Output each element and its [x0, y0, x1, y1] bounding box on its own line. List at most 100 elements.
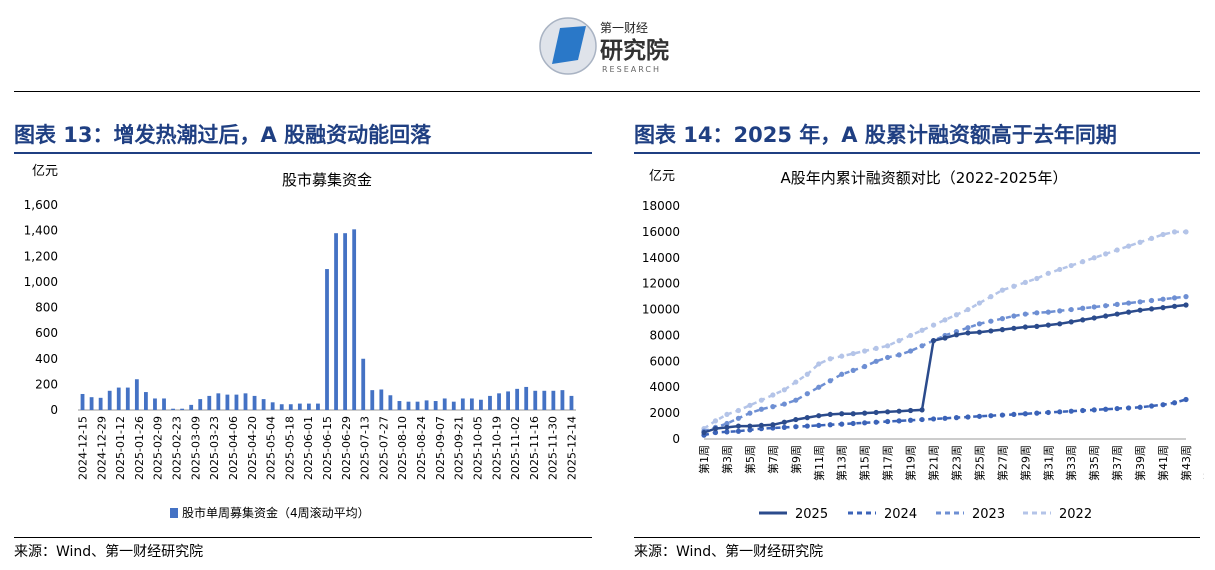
point-2025: [1183, 302, 1189, 308]
research-logo: 第一财经 研究院 RESEARCH: [539, 17, 669, 75]
point-2023: [1068, 306, 1074, 313]
bar: [234, 394, 239, 410]
point-2023: [804, 391, 810, 397]
point-2025: [1148, 306, 1155, 312]
bar: [506, 391, 510, 410]
point-2024: [827, 422, 833, 428]
point-2024: [896, 418, 902, 424]
right-source: 来源：Wind、第一财经研究院: [634, 544, 824, 560]
point-2024: [1045, 409, 1051, 416]
point-2022: [770, 392, 776, 398]
bar: [560, 390, 565, 410]
point-2024: [907, 417, 914, 423]
point-2025: [1080, 317, 1086, 323]
point-2024: [724, 429, 730, 435]
point-2024: [953, 415, 960, 421]
bar: [261, 399, 266, 410]
point-2022: [747, 402, 753, 408]
point-2025: [735, 423, 742, 429]
x-tick-label: 2025-09-21: [453, 416, 466, 480]
point-2022: [988, 294, 994, 300]
x-tick-label: 2025-12-14: [565, 416, 578, 480]
x-tick-label: 2025-03-23: [208, 416, 221, 480]
x-tick-label: 2025-01-26: [133, 416, 146, 480]
point-2023: [1045, 309, 1051, 315]
point-2023: [988, 318, 994, 324]
y-tick-label: 200: [35, 377, 58, 391]
point-2024: [735, 428, 742, 434]
y-tick-label: 1,400: [24, 224, 58, 238]
point-2022: [862, 348, 868, 354]
point-2024: [793, 424, 799, 430]
x-tick-label: 2025-04-20: [246, 416, 259, 480]
point-2022: [1022, 279, 1028, 285]
bar: [144, 392, 148, 410]
point-2023: [1011, 313, 1017, 319]
x-tick-label: 2025-04-06: [227, 416, 240, 480]
point-2022: [1068, 262, 1074, 269]
x-tick-label: 2025-07-27: [377, 416, 390, 480]
bar: [116, 387, 121, 410]
bar: [288, 404, 293, 410]
point-2023: [1126, 300, 1132, 306]
point-2022: [942, 317, 948, 323]
point-2022: [907, 332, 914, 339]
point-2025: [896, 408, 902, 414]
x-tick-label: 第33周: [1064, 445, 1078, 481]
point-2023: [770, 404, 776, 410]
x-tick-label: 2025-06-15: [321, 416, 334, 480]
x-tick-label: 第11周: [812, 445, 826, 481]
point-2022: [827, 356, 833, 362]
point-2024: [1068, 408, 1074, 414]
point-2024: [747, 427, 753, 433]
point-2024: [1137, 404, 1143, 410]
x-tick-label: 第27周: [995, 445, 1009, 481]
bar: [134, 379, 139, 410]
point-2025: [942, 335, 948, 341]
point-2025: [930, 338, 937, 344]
x-tick-label: 2025-09-07: [434, 416, 447, 480]
point-2025: [885, 409, 891, 415]
y-tick-label: 10000: [642, 303, 680, 317]
bar: [243, 393, 248, 410]
x-tick-label: 2025-05-04: [265, 416, 278, 480]
point-2022: [873, 345, 879, 351]
bar: [180, 408, 185, 410]
x-tick-label: 2025-05-18: [283, 416, 296, 480]
point-2025: [1091, 315, 1097, 321]
point-2025: [793, 416, 799, 423]
x-tick-label: 第7周: [766, 445, 780, 474]
y-tick-label: 0: [672, 432, 680, 446]
point-2022: [1057, 266, 1063, 273]
x-tick-label: 2025-11-16: [528, 416, 541, 480]
bar: [415, 401, 420, 410]
bar: [279, 404, 284, 410]
point-2023: [1091, 304, 1097, 310]
point-2025: [839, 411, 845, 417]
bar: [524, 386, 529, 410]
point-2022: [919, 327, 925, 333]
legend-label-2023: 2023: [972, 507, 1005, 522]
bar: [297, 403, 302, 410]
point-2025: [1022, 324, 1028, 330]
point-2025: [1126, 309, 1132, 315]
point-2022: [1114, 247, 1120, 253]
point-2024: [839, 421, 845, 427]
legend-swatch: [170, 508, 178, 518]
bar: [515, 388, 520, 410]
y-tick-label: 1,600: [24, 198, 58, 212]
logo-line3: RESEARCH: [602, 65, 661, 74]
bar: [370, 390, 375, 410]
point-2023: [1080, 305, 1086, 311]
series-line-2022: [703, 230, 1186, 430]
point-2025: [850, 411, 856, 417]
bar: [551, 390, 556, 410]
point-2022: [896, 338, 902, 344]
point-2023: [1103, 303, 1109, 309]
point-2025: [1011, 325, 1017, 331]
right-panel-title: 图表 14：2025 年，A 股累计融资额高于去年同期: [634, 123, 1117, 147]
point-2022: [839, 353, 845, 359]
x-tick-label: 第39周: [1133, 445, 1147, 481]
bar: [98, 397, 103, 410]
point-2023: [850, 367, 856, 373]
